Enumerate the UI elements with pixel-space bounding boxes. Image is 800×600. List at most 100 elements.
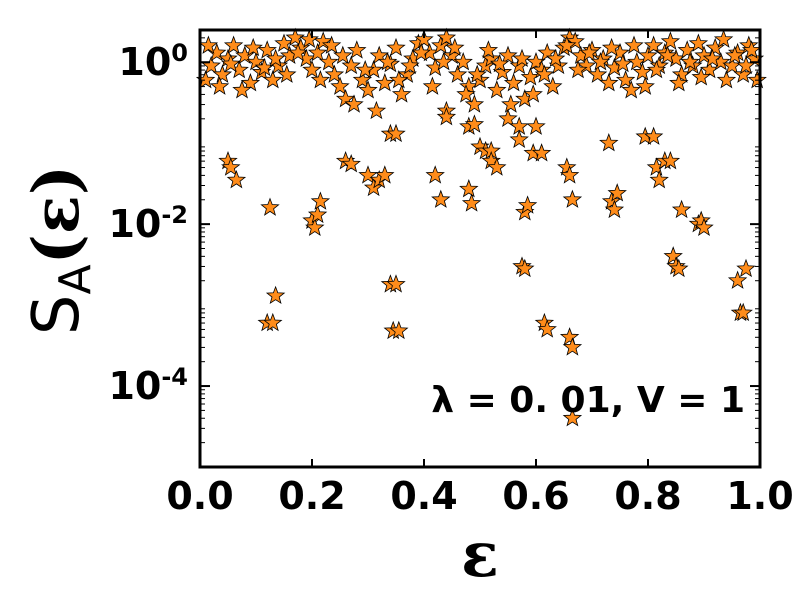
data-point <box>599 133 619 152</box>
data-point <box>321 35 342 54</box>
data-point <box>534 64 555 83</box>
data-point <box>198 35 219 54</box>
data-point <box>727 270 748 289</box>
data-point <box>263 70 283 89</box>
y-tick-label: 100 <box>118 39 188 84</box>
data-point <box>562 337 583 356</box>
data-point <box>260 197 280 216</box>
data-point <box>627 52 647 71</box>
data-point <box>512 48 532 68</box>
data-point <box>453 52 473 71</box>
data-point <box>226 169 247 189</box>
data-point <box>501 94 521 113</box>
x-tick-label: 1.0 <box>726 474 793 518</box>
data-point <box>445 37 465 57</box>
data-point <box>671 199 692 219</box>
data-point <box>607 183 627 202</box>
data-point <box>335 88 356 108</box>
data-point <box>747 70 767 89</box>
data-point <box>624 35 644 54</box>
data-point <box>601 37 622 57</box>
data-points <box>195 27 767 427</box>
data-point <box>285 27 305 47</box>
data-point <box>691 67 711 86</box>
data-point <box>565 31 585 50</box>
data-point <box>680 52 700 71</box>
data-point <box>391 84 412 103</box>
data-point <box>358 165 378 184</box>
y-tick-label: 10-4 <box>108 363 188 408</box>
y-axis-label: SA(ε) <box>19 165 101 335</box>
data-point <box>461 193 482 212</box>
data-point <box>503 73 524 92</box>
data-point <box>389 320 409 340</box>
data-point <box>307 42 328 62</box>
data-point <box>660 31 681 50</box>
data-point <box>741 40 762 59</box>
x-axis: 0.0 0.2 0.4 0.6 0.8 1.0 <box>166 30 794 518</box>
data-point <box>467 64 487 83</box>
data-point <box>498 45 518 65</box>
data-point <box>713 29 734 48</box>
data-point <box>517 195 538 214</box>
data-point <box>498 108 518 128</box>
y-tick-label: 10-2 <box>108 201 188 246</box>
data-point <box>221 53 241 73</box>
data-point <box>265 48 286 68</box>
data-point <box>347 40 367 59</box>
data-point <box>515 258 535 278</box>
x-tick-label: 0.0 <box>166 474 233 518</box>
data-point <box>288 42 308 62</box>
data-point <box>257 40 277 59</box>
data-point <box>201 55 221 75</box>
data-point <box>531 143 552 162</box>
data-point <box>330 76 350 95</box>
data-point <box>355 59 375 79</box>
data-point <box>310 70 331 89</box>
data-point <box>447 64 468 83</box>
data-point <box>212 64 233 83</box>
data-point <box>635 76 655 95</box>
data-point <box>557 157 577 176</box>
data-point <box>263 312 283 332</box>
data-point <box>694 217 714 237</box>
data-point <box>232 80 252 99</box>
data-point <box>487 80 507 99</box>
data-point <box>319 52 339 71</box>
data-point <box>725 45 745 65</box>
data-point <box>274 33 294 52</box>
data-point <box>456 84 476 103</box>
data-point <box>307 204 328 224</box>
data-point <box>277 64 297 83</box>
data-point <box>464 114 485 133</box>
data-point <box>590 52 611 71</box>
y-axis-label-sub: A <box>50 264 101 294</box>
data-point <box>433 52 454 71</box>
data-point <box>621 80 641 99</box>
data-point <box>302 59 322 79</box>
data-point <box>604 199 625 219</box>
data-point <box>414 29 434 48</box>
data-point <box>389 70 409 89</box>
x-axis-label: ε <box>461 518 499 591</box>
y-axis-label-paren: (ε) <box>19 165 94 264</box>
data-point <box>688 33 709 52</box>
x-tick-label: 0.8 <box>614 474 681 518</box>
x-tick-label: 0.4 <box>390 474 457 518</box>
data-point <box>358 80 378 99</box>
y-axis-label-main: S <box>20 294 94 335</box>
data-point <box>615 70 636 89</box>
data-point <box>643 35 664 54</box>
x-tick-label: 0.2 <box>278 474 345 518</box>
svg-text:SA(ε): SA(ε) <box>19 165 101 335</box>
data-point <box>305 217 325 237</box>
data-point <box>559 165 580 184</box>
data-point <box>649 169 669 189</box>
data-point <box>587 64 608 83</box>
data-point <box>386 37 406 57</box>
data-point <box>240 73 261 92</box>
data-point <box>310 191 331 210</box>
data-point <box>366 100 387 120</box>
data-point <box>478 40 499 59</box>
data-point <box>422 76 443 95</box>
